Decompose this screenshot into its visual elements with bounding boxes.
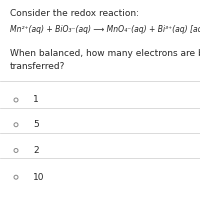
Text: When balanced, how many electrons are being: When balanced, how many electrons are be… xyxy=(10,49,200,57)
Text: Consider the redox reaction:: Consider the redox reaction: xyxy=(10,9,139,18)
Text: 1: 1 xyxy=(33,95,39,105)
Text: transferred?: transferred? xyxy=(10,62,65,71)
Text: 5: 5 xyxy=(33,120,39,129)
Text: 2: 2 xyxy=(33,146,39,155)
Text: Mn²⁺(aq) + BiO₃⁻(aq) ⟶ MnO₄⁻(aq) + Bi³⁺(aq) [acidic]: Mn²⁺(aq) + BiO₃⁻(aq) ⟶ MnO₄⁻(aq) + Bi³⁺(… xyxy=(10,25,200,34)
Text: 10: 10 xyxy=(33,173,44,182)
